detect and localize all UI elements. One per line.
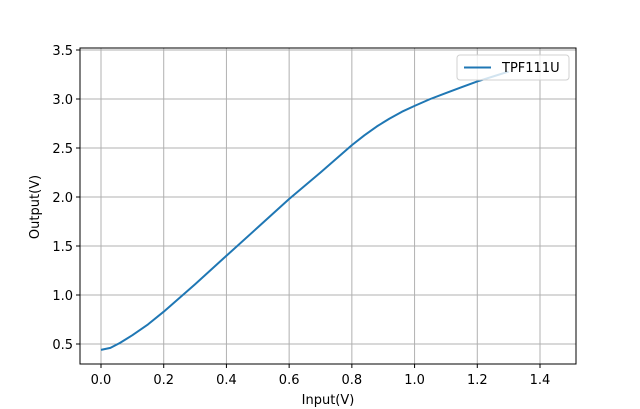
plot-frame (79, 47, 577, 365)
y-tick-label: 0.5 (52, 338, 73, 353)
legend-box (456, 54, 570, 81)
y-tick-label: 1.5 (52, 240, 73, 255)
y-tick-label: 3.5 (52, 44, 73, 59)
grid-lines (80, 48, 576, 364)
x-tick-label: 0.8 (342, 373, 363, 388)
y-tick-label: 1.0 (52, 289, 73, 304)
y-tick-label: 3.0 (52, 93, 73, 108)
x-tick-label: 0.6 (279, 373, 300, 388)
x-tick-label: 1.2 (467, 373, 488, 388)
y-tick-label: 2.0 (52, 191, 73, 206)
x-tick-label: 0.2 (153, 373, 174, 388)
y-tick-label: 2.5 (52, 142, 73, 157)
x-tick-label: 1.4 (530, 373, 551, 388)
series-line-tpf111u (100, 70, 509, 351)
series-lines (100, 70, 509, 351)
x-tick-label: 0.4 (216, 373, 237, 388)
x-tick-label: 1.0 (404, 373, 425, 388)
x-axis-ticks: 0.0 0.2 0.4 0.6 0.8 1.0 1.2 1.4 (91, 364, 551, 388)
x-axis-label: Input(V) (302, 393, 355, 408)
legend-label: TPF111U (501, 61, 560, 76)
x-tick-label: 0.0 (91, 373, 112, 388)
y-axis-ticks: 0.5 1.0 1.5 2.0 2.5 3.0 3.5 (52, 44, 80, 353)
legend: TPF111U (456, 54, 570, 81)
y-axis-label: Output(V) (28, 175, 43, 239)
